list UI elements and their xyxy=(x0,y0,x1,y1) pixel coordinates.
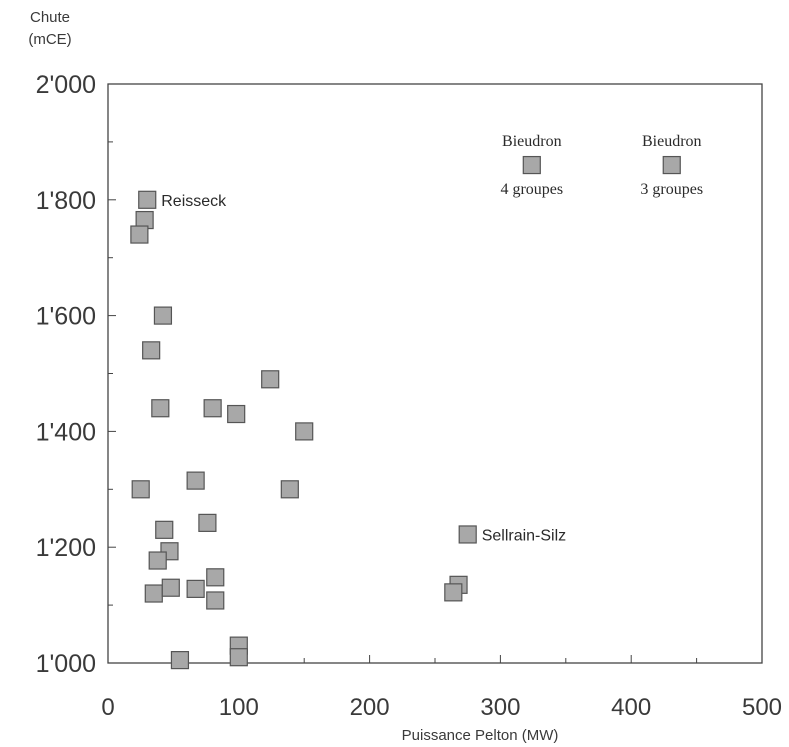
x-tick-label: 100 xyxy=(219,694,259,721)
y-tick-label: 1'200 xyxy=(36,534,96,562)
data-point xyxy=(206,591,225,610)
data-point xyxy=(138,190,157,209)
data-point xyxy=(153,306,173,325)
y-tick-label: 1'400 xyxy=(36,418,96,446)
x-axis-label: Puissance Pelton (MW) xyxy=(402,727,559,744)
y-axis: 1'000 1'200 1'400 1'600 1'800 2'000 xyxy=(36,71,116,678)
y-tick-label: 1'000 xyxy=(36,650,96,678)
data-point xyxy=(206,568,225,587)
x-tick-label: 500 xyxy=(742,694,782,721)
data-point xyxy=(662,155,681,175)
data-point xyxy=(186,471,205,490)
y-axis-label-line2: (mCE) xyxy=(28,31,71,48)
data-point xyxy=(261,370,280,389)
x-axis: 0 100 200 300 400 500 xyxy=(101,655,782,721)
data-point xyxy=(198,513,217,532)
y-tick-label: 1'800 xyxy=(36,187,96,215)
data-point xyxy=(458,525,477,544)
data-point xyxy=(186,579,205,598)
annotations: Reisseck Sellrain-Silz Bieudron 4 groupes Bi… xyxy=(161,133,703,544)
annotation-label: 4 groupes xyxy=(500,181,563,198)
y-tick-label: 2'000 xyxy=(36,71,96,99)
annotation-label: Bieudron xyxy=(502,133,562,150)
data-point xyxy=(522,155,541,175)
data-point xyxy=(170,651,190,670)
annotation-label: Reisseck xyxy=(161,193,227,210)
data-point xyxy=(131,480,150,499)
data-point xyxy=(144,584,163,603)
data-point xyxy=(155,520,174,539)
data-point xyxy=(142,341,161,360)
annotation-label: Sellrain-Silz xyxy=(482,527,566,544)
data-point xyxy=(130,225,149,244)
annotation-label: Bieudron xyxy=(642,133,702,150)
x-tick-label: 0 xyxy=(101,694,114,721)
data-point xyxy=(148,551,167,570)
data-point xyxy=(161,578,180,597)
data-point xyxy=(203,399,222,418)
data-point xyxy=(229,648,248,667)
data-point xyxy=(151,399,170,418)
x-tick-label: 200 xyxy=(350,694,390,721)
x-tick-label: 400 xyxy=(611,694,651,721)
data-point xyxy=(295,422,314,441)
y-tick-label: 1'600 xyxy=(36,303,96,331)
y-axis-label-line1: Chute xyxy=(30,9,70,26)
data-point xyxy=(227,404,246,424)
annotation-label: 3 groupes xyxy=(640,181,703,198)
data-point xyxy=(444,583,463,602)
x-tick-label: 300 xyxy=(480,694,520,721)
data-points xyxy=(130,155,681,670)
data-point xyxy=(280,480,299,499)
